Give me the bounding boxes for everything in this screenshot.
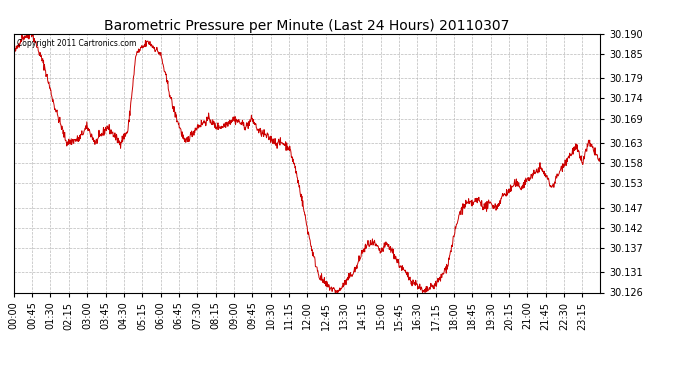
Title: Barometric Pressure per Minute (Last 24 Hours) 20110307: Barometric Pressure per Minute (Last 24 … <box>104 19 510 33</box>
Text: Copyright 2011 Cartronics.com: Copyright 2011 Cartronics.com <box>17 39 136 48</box>
